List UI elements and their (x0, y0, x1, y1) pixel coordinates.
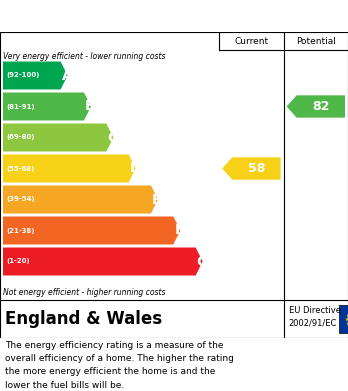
Polygon shape (3, 185, 158, 213)
Polygon shape (287, 95, 345, 118)
Text: B: B (85, 99, 96, 113)
Polygon shape (222, 157, 280, 179)
Text: Very energy efficient - lower running costs: Very energy efficient - lower running co… (3, 52, 166, 61)
Polygon shape (3, 217, 180, 244)
Text: Energy Efficiency Rating: Energy Efficiency Rating (10, 9, 220, 23)
Text: The energy efficiency rating is a measure of the
overall efficiency of a home. T: The energy efficiency rating is a measur… (5, 341, 234, 389)
Text: (39-54): (39-54) (6, 197, 34, 203)
Text: G: G (197, 255, 208, 269)
Polygon shape (3, 248, 203, 276)
Polygon shape (3, 61, 68, 90)
Text: (55-68): (55-68) (6, 165, 34, 172)
Text: England & Wales: England & Wales (5, 310, 162, 328)
Text: E: E (152, 192, 161, 206)
Text: EU Directive
2002/91/EC: EU Directive 2002/91/EC (288, 307, 341, 328)
Text: C: C (107, 131, 118, 145)
Polygon shape (3, 154, 136, 183)
Text: 58: 58 (248, 162, 265, 175)
Text: (81-91): (81-91) (6, 104, 34, 109)
Text: D: D (130, 161, 141, 176)
Text: A: A (62, 68, 72, 83)
Text: Current: Current (234, 36, 269, 45)
Text: 82: 82 (312, 100, 330, 113)
Text: Potential: Potential (296, 36, 336, 45)
Text: Not energy efficient - higher running costs: Not energy efficient - higher running co… (3, 288, 166, 297)
Text: (21-38): (21-38) (6, 228, 34, 233)
Text: (92-100): (92-100) (6, 72, 39, 79)
Polygon shape (3, 124, 113, 151)
Polygon shape (3, 93, 91, 120)
Text: F: F (174, 224, 184, 237)
Text: (69-80): (69-80) (6, 135, 34, 140)
Bar (339, 305, 348, 333)
Text: (1-20): (1-20) (6, 258, 30, 264)
